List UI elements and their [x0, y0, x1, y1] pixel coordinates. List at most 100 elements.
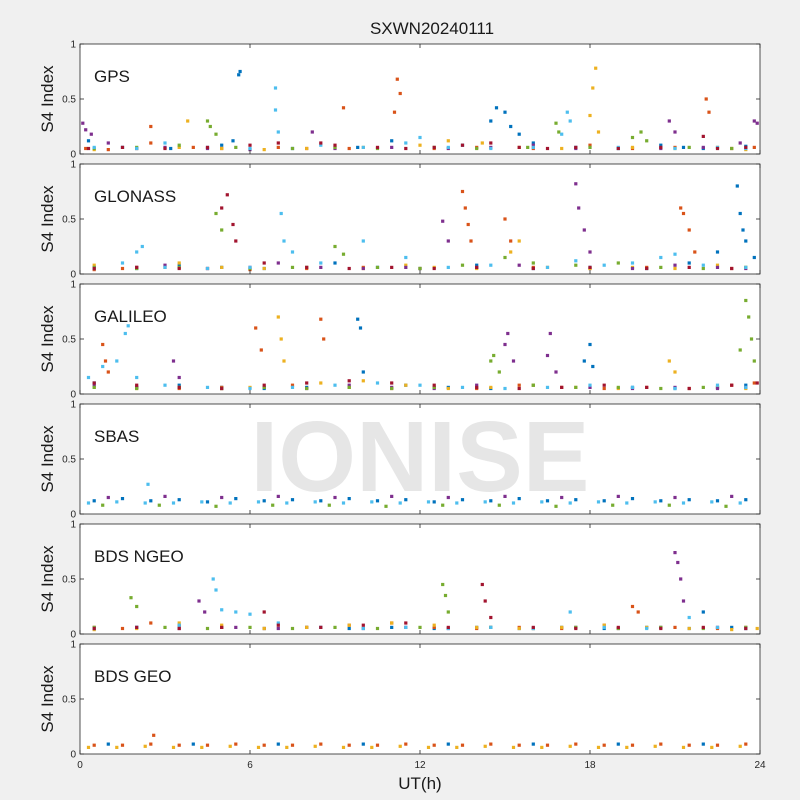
data-point-s3	[673, 551, 677, 555]
panels-group: 0 0.5 1 S4 Index GPS 0 0.5 1 S4 Index GLONASS 0 0.5…	[38, 40, 766, 772]
data-point-s2	[724, 504, 728, 508]
data-point-s1	[191, 145, 195, 149]
data-point-s0	[517, 132, 521, 136]
figure-title: SXWN20240111	[370, 19, 494, 38]
panel-label: BDS GEO	[94, 667, 171, 686]
data-point-s4	[446, 610, 450, 614]
data-point-s4	[214, 132, 218, 136]
data-point-s3	[361, 266, 365, 271]
data-point-s5	[744, 265, 748, 269]
data-point-s3	[588, 385, 592, 389]
data-point-s0	[715, 499, 720, 503]
data-point-s0	[715, 743, 720, 747]
data-point-s0	[752, 255, 756, 260]
data-point-s6	[390, 381, 394, 385]
data-point-s6	[276, 141, 280, 145]
data-point-s3	[545, 353, 550, 358]
data-point-s0	[489, 119, 493, 123]
data-point-s5	[744, 385, 748, 389]
data-point-s3	[106, 141, 110, 145]
data-point-s2	[475, 625, 479, 629]
data-point-s0	[681, 145, 686, 149]
data-point-s2	[630, 145, 635, 149]
data-point-s2	[441, 503, 445, 507]
y-tick-label: 0.5	[62, 695, 76, 706]
data-point-s0	[375, 499, 380, 503]
data-point-s6	[432, 266, 436, 271]
data-point-s0	[687, 261, 691, 265]
data-point-s5	[565, 110, 569, 114]
data-point-s5	[234, 610, 238, 614]
data-point-s1	[370, 500, 374, 504]
data-point-s1	[466, 222, 470, 227]
data-point-s5	[120, 261, 125, 265]
data-point-s6	[347, 266, 351, 271]
data-point-s2	[305, 625, 309, 629]
data-point-s2	[157, 503, 161, 507]
data-point-s4	[701, 385, 705, 389]
data-point-s5	[446, 265, 450, 269]
y-tick-label: 0	[70, 510, 76, 521]
data-point-s1	[285, 501, 289, 505]
data-point-s2	[611, 503, 615, 507]
data-point-s6	[489, 141, 493, 145]
data-point-s3	[333, 495, 337, 500]
data-point-s4	[248, 625, 252, 629]
y-axis-label: S4 Index	[38, 425, 57, 493]
panel-plot-area	[80, 44, 760, 154]
data-point-s4	[744, 298, 748, 303]
data-point-s5	[177, 623, 181, 627]
data-point-s2	[191, 742, 195, 746]
data-point-s4	[526, 145, 530, 149]
data-point-s6	[545, 146, 550, 151]
data-point-s2	[517, 239, 521, 243]
data-point-s0	[120, 497, 125, 501]
data-point-s1	[101, 342, 105, 347]
y-axis-label: S4 Index	[38, 185, 57, 253]
panel-points	[86, 298, 759, 391]
y-tick-label: 0.5	[62, 215, 76, 226]
data-point-s4	[443, 593, 448, 598]
data-point-s2	[384, 504, 388, 508]
data-point-s1	[254, 326, 258, 330]
data-point-s5	[211, 577, 215, 581]
data-point-s6	[220, 386, 224, 391]
data-point-s0	[730, 625, 734, 629]
data-point-s3	[163, 263, 167, 267]
data-point-s6	[231, 222, 235, 227]
data-point-s4	[659, 265, 663, 269]
x-axis-label: UT(h)	[398, 774, 441, 793]
data-point-s3	[347, 383, 351, 387]
data-point-s1	[463, 206, 467, 210]
data-point-s1	[625, 745, 629, 749]
data-point-s4	[574, 263, 578, 267]
data-point-s5	[319, 143, 323, 147]
data-point-s0	[92, 499, 96, 503]
data-point-s0	[582, 359, 586, 363]
data-point-s6	[177, 626, 181, 631]
data-point-s4	[749, 337, 754, 341]
y-tick-label: 0	[70, 630, 76, 641]
data-point-s3	[446, 495, 450, 500]
data-point-s2	[560, 146, 564, 151]
data-point-s4	[333, 625, 337, 629]
data-point-s2	[282, 359, 286, 363]
data-point-s3	[517, 263, 521, 267]
data-point-s4	[701, 266, 705, 271]
data-point-s4	[639, 130, 643, 134]
data-point-s1	[483, 744, 487, 748]
data-point-s3	[310, 130, 314, 134]
data-point-s5	[101, 364, 105, 369]
data-point-s4	[375, 265, 380, 269]
data-point-s0	[744, 742, 748, 746]
data-point-s2	[319, 381, 323, 385]
data-point-s0	[701, 610, 705, 614]
panel-plot-area	[80, 404, 760, 514]
data-point-s0	[489, 742, 493, 746]
data-point-s1	[653, 500, 657, 504]
data-point-s1	[710, 500, 714, 504]
data-point-s3	[276, 261, 280, 265]
data-point-s4	[305, 386, 309, 391]
data-point-s5	[489, 263, 493, 267]
data-point-s0	[509, 124, 513, 129]
